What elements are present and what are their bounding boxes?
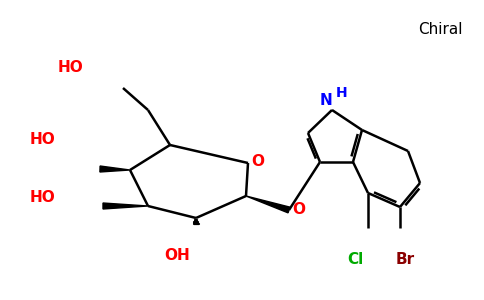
Text: Br: Br — [395, 252, 415, 267]
Text: HO: HO — [29, 190, 55, 205]
Text: H: H — [336, 86, 348, 100]
Text: O: O — [292, 202, 305, 217]
Polygon shape — [100, 166, 130, 172]
Polygon shape — [246, 196, 290, 213]
Text: HO: HO — [29, 133, 55, 148]
Polygon shape — [103, 203, 148, 209]
Text: HO: HO — [57, 61, 83, 76]
Text: Chiral: Chiral — [418, 22, 462, 37]
Text: OH: OH — [164, 248, 190, 263]
Text: O: O — [251, 154, 264, 169]
Text: Cl: Cl — [347, 252, 363, 267]
Text: N: N — [319, 93, 332, 108]
